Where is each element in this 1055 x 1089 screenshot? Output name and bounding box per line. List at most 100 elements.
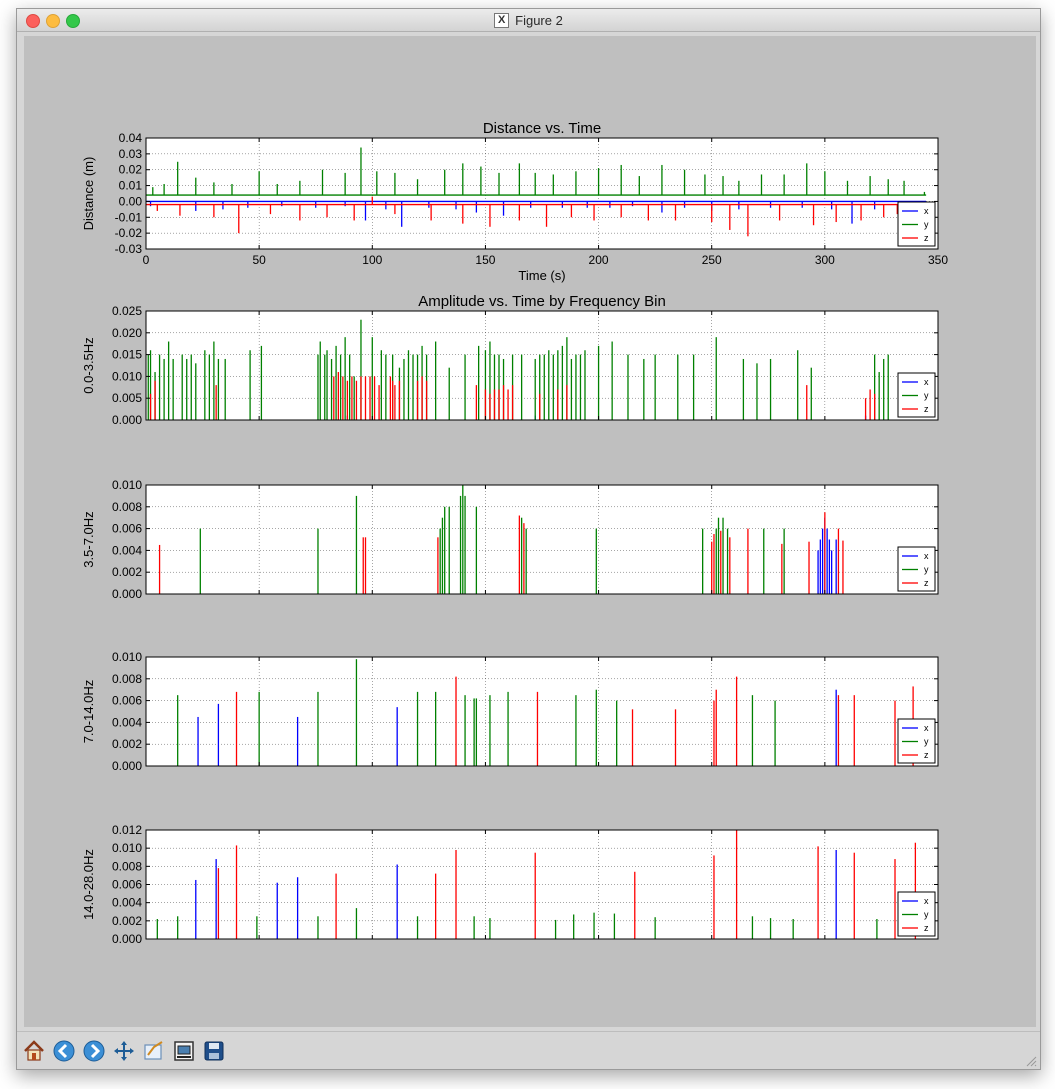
axes-frame	[145, 137, 939, 250]
y-tick-label: 0.005	[112, 391, 142, 405]
axes-frame	[145, 656, 939, 767]
back-button[interactable]	[51, 1038, 77, 1064]
y-tick-label: 0.002	[112, 565, 142, 579]
figure-canvas[interactable]: x y z -0.03 -0.02 -0.01 0.00 0.01 0.02 0.03 0.04 0 5…	[24, 36, 1036, 1027]
legend: xyz	[897, 201, 936, 247]
series-y	[146, 147, 927, 196]
y-axis-label: 0.0-3.5Hz	[81, 337, 96, 393]
y-tick-label: 0.000	[112, 932, 142, 946]
y-tick-label: 0.008	[112, 500, 142, 514]
home-icon	[24, 1040, 44, 1061]
resize-grip-icon[interactable]	[1025, 1055, 1037, 1067]
home-button[interactable]	[21, 1038, 47, 1064]
zoom-button[interactable]	[141, 1038, 167, 1064]
forward-button[interactable]	[81, 1038, 107, 1064]
legend-label-x: x	[924, 377, 929, 387]
y-tick-label: 0.025	[112, 304, 142, 318]
y-axis-label: 7.0-14.0Hz	[81, 680, 96, 744]
navigation-toolbar	[17, 1031, 1040, 1069]
legend-label-z: z	[924, 233, 929, 243]
subplots-button[interactable]	[171, 1038, 197, 1064]
y-tick-label: 0.01	[119, 179, 143, 193]
legend-label-y: y	[924, 737, 929, 747]
y-tick-label: 0.006	[112, 694, 142, 708]
y-tick-label: -0.03	[115, 242, 143, 256]
y-tick-label: -0.01	[115, 210, 143, 224]
pan-icon	[114, 1041, 134, 1061]
legend-label-z: z	[924, 750, 929, 760]
save-button[interactable]	[201, 1038, 227, 1064]
axes-3: xyz	[145, 656, 939, 767]
legend-label-y: y	[924, 391, 929, 401]
axes-4: xyz	[145, 829, 939, 940]
y-tick-label: 0.008	[112, 859, 142, 873]
x-tick-label: 150	[475, 253, 495, 267]
y-tick-label: 0.010	[112, 841, 142, 855]
axes-frame	[145, 484, 939, 595]
y-tick-label: 0.002	[112, 914, 142, 928]
legend: xyz	[897, 891, 936, 937]
zoom-icon	[144, 1041, 163, 1060]
legend-label-x: x	[924, 723, 929, 733]
y-tick-label: 0.00	[119, 194, 143, 208]
window-title: Figure 2	[515, 12, 563, 28]
chart-title: Amplitude vs. Time by Frequency Bin	[418, 293, 666, 310]
maximize-button[interactable]	[66, 14, 80, 28]
title-bar[interactable]: X Figure 2	[17, 9, 1040, 32]
legend-label-z: z	[924, 923, 929, 933]
save-icon	[204, 1041, 224, 1061]
y-tick-label: 0.015	[112, 348, 142, 362]
y-tick-label: 0.012	[112, 823, 142, 837]
y-tick-label: 0.000	[112, 759, 142, 773]
minimize-button[interactable]	[46, 14, 60, 28]
y-tick-label: 0.006	[112, 878, 142, 892]
y-tick-label: 0.010	[112, 650, 142, 664]
y-axis-label: Distance (m)	[81, 157, 96, 231]
x-tick-label: 300	[815, 253, 835, 267]
plot-area	[146, 138, 938, 249]
window-title-group: X Figure 2	[17, 9, 1040, 31]
legend: xyz	[897, 718, 936, 764]
y-tick-label: 0.006	[112, 522, 142, 536]
x-tick-label: 350	[928, 253, 948, 267]
y-tick-label: 0.004	[112, 715, 142, 729]
y-axis-label: 3.5-7.0Hz	[81, 511, 96, 567]
pan-button[interactable]	[111, 1038, 137, 1064]
axes-0: xyz	[145, 137, 939, 250]
y-tick-label: -0.02	[115, 226, 143, 240]
y-tick-label: 0.004	[112, 896, 142, 910]
y-tick-label: 0.004	[112, 543, 142, 557]
y-tick-label: 0.008	[112, 672, 142, 686]
forward-icon	[83, 1040, 105, 1062]
y-tick-label: 0.002	[112, 737, 142, 751]
legend-label-y: y	[924, 910, 929, 920]
x-axis-label: Time (s)	[518, 268, 565, 283]
legend-label-z: z	[924, 578, 929, 588]
series-z	[146, 196, 927, 237]
y-tick-label: 0.010	[112, 478, 142, 492]
close-button[interactable]	[26, 14, 40, 28]
legend: xyz	[897, 372, 936, 418]
y-tick-label: 0.04	[119, 131, 143, 145]
x-tick-label: 0	[143, 253, 150, 267]
y-tick-label: 0.03	[119, 147, 143, 161]
x-tick-label: 50	[252, 253, 266, 267]
legend-label-x: x	[924, 896, 929, 906]
plot-area	[146, 657, 938, 766]
figure-svg: xyz-0.03-0.02-0.010.000.010.020.030.040 5…	[81, 120, 948, 946]
subplots-icon	[174, 1041, 194, 1061]
y-tick-label: 0.010	[112, 369, 142, 383]
axes-2: xyz	[145, 484, 939, 595]
legend-label-z: z	[924, 404, 929, 414]
legend-label-x: x	[924, 551, 929, 561]
legend-label-x: x	[924, 206, 929, 216]
figure-window: X Figure 2 x y z -0.03 -0.02 -0.01 0.00 0.01 0.0…	[16, 8, 1041, 1070]
y-tick-label: 0.02	[119, 163, 143, 177]
axes-1: xyz	[145, 310, 939, 421]
x11-icon: X	[494, 12, 510, 28]
y-axis-label: 14.0-28.0Hz	[81, 849, 96, 920]
plot-area	[146, 485, 938, 594]
plot-area	[146, 311, 938, 420]
back-icon	[53, 1040, 75, 1062]
x-tick-label: 100	[362, 253, 382, 267]
